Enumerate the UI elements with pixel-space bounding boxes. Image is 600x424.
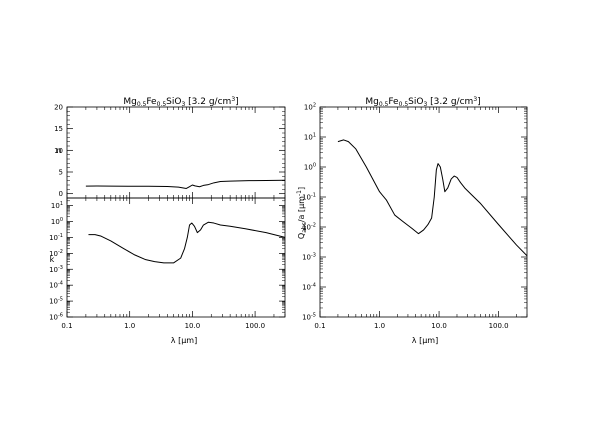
right-y-tick-label: 10-2: [302, 223, 316, 232]
lower-left-x-tick-label: 0.1: [61, 322, 72, 330]
left-panel-title: Mg0.5Fe0.5SiO3 [3.2 g/cm3]: [123, 96, 238, 108]
upper-left-y-label: n: [56, 146, 61, 155]
lower-left-y-tick-label: 10-3: [49, 265, 63, 274]
lower-left-panel: 0.1 1.0 10.0 100.0 10-6 10-5 10-4 10-3 10-2 10-1 1…: [49, 197, 286, 330]
qabs-curve: [337, 139, 528, 257]
lower-left-y-tick-label: 10-6: [49, 313, 63, 322]
right-panel: 0.1 1.0 10.0 100.0 10-5 10-4 10-3 10-2 10-1 100 10…: [302, 103, 528, 330]
right-x-tick-label: 1.0: [374, 322, 385, 330]
upper-left-y-tick-label: 0: [59, 190, 63, 198]
lower-left-y-tick-label: 10-2: [49, 249, 63, 258]
upper-left-panel: 0 5 10 15 20: [54, 104, 286, 199]
right-y-tick-label: 100: [304, 163, 316, 172]
n-curve: [85, 179, 286, 189]
upper-left-plot-frame: [66, 106, 286, 199]
right-x-tick-label: 100.0: [489, 322, 509, 330]
right-y-tick-label: 10-5: [302, 313, 316, 322]
upper-left-y-tick-label: 15: [54, 125, 63, 133]
right-x-label: λ [μm]: [412, 336, 438, 345]
lower-left-x-tick-label: 10.0: [185, 322, 201, 330]
right-x-tick-label: 0.1: [314, 322, 325, 330]
right-panel-title: Mg0.5Fe0.5SiO3 [3.2 g/cm3]: [365, 96, 480, 108]
lower-left-y-label: k: [50, 255, 55, 264]
lower-left-y-tick-label: 100: [51, 217, 63, 226]
right-y-tick-label: 10-1: [302, 193, 316, 202]
k-curve: [88, 221, 286, 264]
lower-left-y-tick-label: 10-5: [49, 297, 63, 306]
lower-left-x-tick-label: 1.0: [124, 322, 135, 330]
lower-left-x-tick-label: 100.0: [245, 322, 265, 330]
lower-left-plot-frame: [66, 197, 286, 318]
right-plot-frame: [319, 106, 528, 318]
upper-left-y-tick-label: 5: [59, 169, 63, 177]
lower-left-y-tick-label: 10-1: [49, 233, 63, 242]
lower-left-y-tick-label: 101: [51, 201, 63, 210]
upper-left-y-tick-label: 20: [54, 104, 63, 112]
upper-left-y-tick-label: 10: [54, 147, 63, 155]
right-y-tick-label: 10-3: [302, 253, 316, 262]
left-x-label: λ [μm]: [171, 336, 197, 345]
right-y-tick-label: 10-4: [302, 283, 316, 292]
lower-left-y-tick-label: 10-4: [49, 281, 63, 290]
right-y-label: Qabs/a [μm-1]: [296, 187, 308, 239]
right-y-tick-label: 102: [304, 103, 316, 112]
right-x-tick-label: 10.0: [431, 322, 447, 330]
right-y-tick-label: 101: [304, 133, 316, 142]
